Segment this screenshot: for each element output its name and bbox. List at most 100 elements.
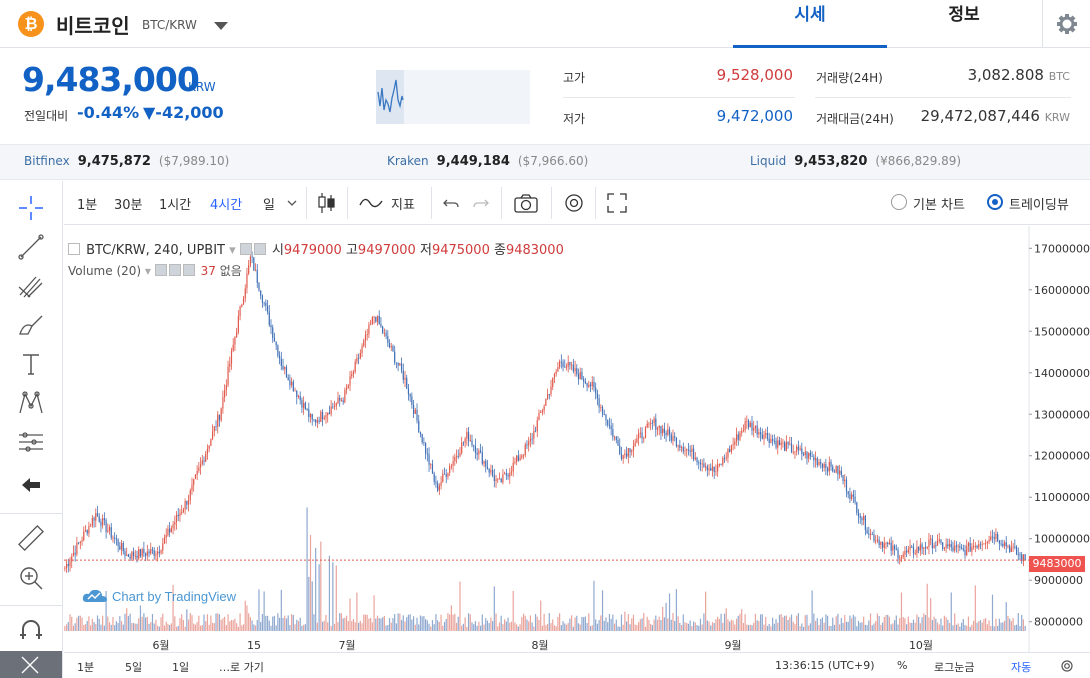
- candle-body: [899, 558, 901, 560]
- legend-gear-icon[interactable]: [253, 243, 266, 255]
- candle-body: [979, 544, 982, 546]
- volume-bar: [723, 613, 726, 631]
- indicator-wave-icon[interactable]: [358, 193, 384, 211]
- candle-body: [510, 471, 513, 473]
- auto-scale-toggle[interactable]: 자동: [1011, 661, 1032, 674]
- log-scale-toggle[interactable]: 로그눈금: [934, 661, 975, 674]
- volume-bar: [868, 620, 870, 631]
- candle-body: [516, 455, 518, 462]
- coin-dropdown-icon[interactable]: [214, 22, 228, 30]
- candle-body: [291, 381, 293, 386]
- volume-bar: [108, 622, 111, 631]
- range-1m[interactable]: 1분: [77, 661, 95, 674]
- percent-toggle[interactable]: %: [897, 659, 908, 672]
- collapse-icon[interactable]: [68, 243, 80, 255]
- tab-info[interactable]: 정보: [948, 5, 980, 25]
- volume-dropdown-icon[interactable]: ▾: [144, 264, 151, 278]
- volume-bar: [287, 615, 289, 631]
- candlestick-chart[interactable]: 17000000 16000000 15000000 14000000 13000000…: [64, 226, 1090, 652]
- eye-icon[interactable]: [239, 243, 252, 255]
- basic-chart-radio[interactable]: [891, 194, 907, 210]
- volume-bar: [533, 626, 535, 631]
- undo-icon[interactable]: [442, 194, 460, 212]
- redo-icon[interactable]: [472, 194, 490, 212]
- tradingview-radio[interactable]: [987, 194, 1003, 210]
- volume-bar: [174, 616, 176, 631]
- indicators-button[interactable]: 지표: [391, 198, 415, 213]
- candle-body: [828, 461, 830, 472]
- candle-body: [1017, 554, 1019, 555]
- magnet-icon[interactable]: [14, 613, 48, 647]
- range-5d[interactable]: 5일: [125, 661, 143, 674]
- back-arrow-icon[interactable]: [14, 468, 48, 502]
- volume-bar: [552, 619, 554, 631]
- candle-style-icon[interactable]: [314, 189, 338, 217]
- interval-1m[interactable]: 1분: [77, 198, 98, 213]
- candle-body: [256, 269, 258, 283]
- exchange-bitfinex: Bitfinex 9,475,872 ($7,989.10): [24, 154, 229, 169]
- candle-body: [572, 364, 574, 372]
- zoom-in-icon[interactable]: [14, 561, 48, 595]
- volume-bar: [727, 619, 729, 631]
- candle-body: [978, 544, 980, 548]
- fib-tool-icon[interactable]: [14, 269, 48, 303]
- measure-tool-icon[interactable]: [14, 425, 48, 459]
- volume-bar: [852, 614, 854, 631]
- settings-button[interactable]: [1042, 0, 1090, 48]
- candle-body: [718, 464, 720, 465]
- camera-icon[interactable]: [513, 192, 539, 214]
- volume-bar: [524, 615, 526, 631]
- candle-body: [148, 551, 150, 554]
- fullscreen-icon[interactable]: [605, 191, 629, 215]
- volume-bar: [437, 620, 439, 631]
- volume-bar: [510, 621, 513, 631]
- crosshair-icon[interactable]: [14, 191, 48, 225]
- close-icon[interactable]: [182, 264, 195, 276]
- interval-day[interactable]: 일: [263, 198, 275, 213]
- candle-body: [969, 543, 971, 552]
- candle-body: [172, 524, 174, 529]
- candle-body: [845, 479, 848, 492]
- candle-body: [1014, 546, 1016, 548]
- candle-body: [483, 461, 485, 464]
- pattern-tool-icon[interactable]: [14, 386, 48, 420]
- brush-icon[interactable]: [14, 308, 48, 342]
- candle-body: [234, 337, 236, 345]
- legend-gear-icon[interactable]: [168, 264, 181, 276]
- candle-body: [593, 381, 595, 388]
- interval-30m[interactable]: 30분: [114, 198, 143, 213]
- eye-icon[interactable]: [154, 264, 167, 276]
- candle-body: [437, 483, 439, 491]
- range-1d[interactable]: 1일: [172, 661, 190, 674]
- tradingview-watermark[interactable]: Chart by TradingView: [82, 588, 236, 604]
- volume-bar: [519, 624, 521, 631]
- candle-body: [631, 450, 633, 452]
- volume-bar: [409, 614, 411, 631]
- candle-body: [792, 451, 794, 453]
- candle-body: [220, 408, 222, 421]
- candle-body: [844, 479, 846, 482]
- hide-drawings-button[interactable]: [0, 651, 62, 678]
- ruler-icon[interactable]: [14, 521, 48, 555]
- trend-line-icon[interactable]: [14, 230, 48, 264]
- tab-price[interactable]: 시세: [733, 0, 887, 48]
- chart-settings-icon[interactable]: [1060, 659, 1074, 673]
- volume-bar: [540, 600, 542, 631]
- interval-4h[interactable]: 4시간: [210, 198, 243, 213]
- y-tick-label: 11000000: [1034, 491, 1090, 504]
- candle-body: [327, 412, 329, 416]
- legend-dropdown-icon[interactable]: ▾: [229, 243, 236, 258]
- candle-body: [601, 406, 604, 415]
- exchange-name: Liquid: [750, 154, 787, 168]
- chart-settings-gear-icon[interactable]: [562, 191, 586, 215]
- candle-body: [419, 431, 422, 434]
- volume-bar: [435, 614, 437, 631]
- price-chart[interactable]: 17000000 16000000 15000000 14000000 13000000…: [64, 226, 1090, 652]
- goto-button[interactable]: …로 가기: [219, 661, 264, 674]
- interval-1h[interactable]: 1시간: [159, 198, 192, 213]
- candle-body: [565, 366, 568, 368]
- exchange-price: 9,453,820: [794, 154, 868, 169]
- chevron-down-icon[interactable]: [286, 197, 298, 209]
- text-tool-icon[interactable]: [14, 347, 48, 381]
- candle-body: [679, 445, 681, 448]
